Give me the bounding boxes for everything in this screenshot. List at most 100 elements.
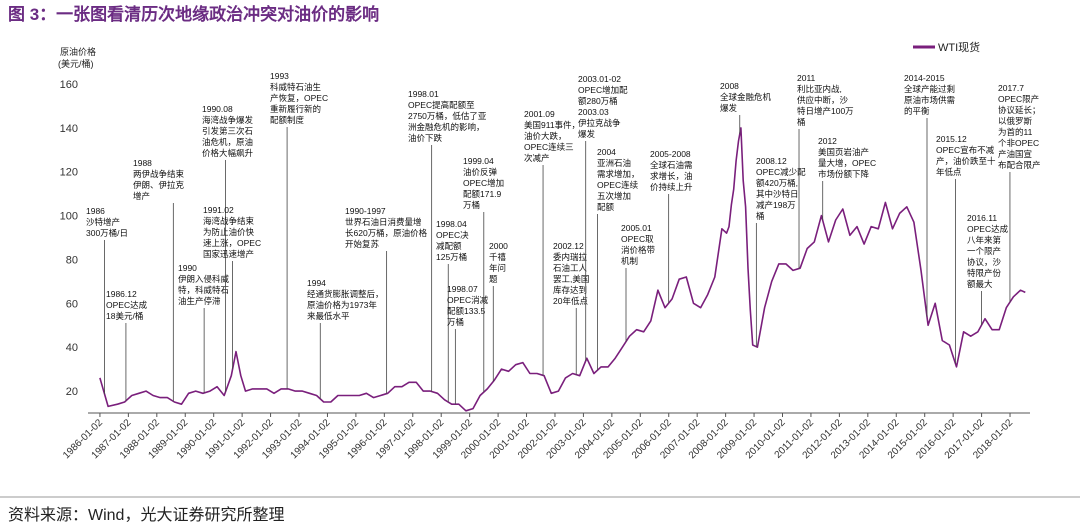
annotation-text: 伊拉克战争 bbox=[578, 118, 621, 128]
annotation-text: 300万桶/日 bbox=[86, 228, 128, 238]
annotation-text: 2000 bbox=[489, 241, 508, 251]
annotation-text: 国家迅速增产 bbox=[203, 249, 254, 259]
annotation-text: 2001.09 bbox=[524, 109, 555, 119]
annotation-text: 1990.08 bbox=[202, 104, 233, 114]
y-tick-label: 20 bbox=[66, 386, 78, 398]
annotation-text: 委内瑞拉 bbox=[553, 252, 588, 262]
annotation-text: 开始复苏 bbox=[345, 239, 380, 249]
annotation-text: 1986 bbox=[86, 206, 105, 216]
annotation-text: 五次增加 bbox=[597, 191, 631, 201]
annotation-text: 万桶 bbox=[447, 317, 464, 327]
annotation-text: 美国页岩油产 bbox=[818, 147, 869, 157]
annotation-text: OPEC消减 bbox=[447, 295, 489, 305]
y-tick-label: 120 bbox=[60, 167, 78, 179]
annotation-text: 全球产能过剩 bbox=[904, 84, 955, 94]
annotation-text: 额420万桶, bbox=[756, 178, 798, 188]
annotation-text: 1990-1997 bbox=[345, 206, 386, 216]
annotation-text: 一个限产 bbox=[967, 246, 1001, 256]
annotation-text: 年低点 bbox=[936, 167, 962, 177]
annotation-text: 两伊战争结束 bbox=[133, 169, 185, 179]
annotation-text: OPEC限产 bbox=[998, 94, 1039, 104]
annotation-text: 1993 bbox=[270, 71, 289, 81]
annotation-text: 油价反弹 bbox=[463, 167, 498, 177]
annotation-text: 2012 bbox=[818, 136, 837, 146]
annotation-text: 沙特增产 bbox=[86, 217, 120, 227]
annotation-text: 消价格带 bbox=[621, 245, 656, 255]
legend-label: WTI现货 bbox=[938, 40, 980, 54]
annotation-text: 桶 bbox=[797, 117, 806, 127]
annotation-text: 年问 bbox=[489, 263, 506, 273]
annotation-text: OPEC连续三 bbox=[524, 142, 574, 152]
annotation-text: 机制 bbox=[621, 256, 638, 266]
annotation-text: 库存达到 bbox=[553, 285, 587, 295]
annotation-text: 2008 bbox=[720, 81, 739, 91]
annotation-text: 布配合限产 bbox=[998, 160, 1041, 170]
annotation-text: 海湾战争结束 bbox=[203, 216, 255, 226]
annotation-text: 2005.01 bbox=[621, 223, 652, 233]
annotation-text: 市场份额下降 bbox=[818, 169, 870, 179]
annotation-text: 爆发 bbox=[578, 129, 596, 139]
annotation-text: 需求增加， bbox=[597, 169, 640, 179]
annotation-text: 长620万桶，原油价格 bbox=[345, 228, 428, 238]
annotation-text: 原油市场供需 bbox=[904, 95, 955, 105]
annotation-text: 题 bbox=[489, 274, 498, 284]
annotation-text: 罢工,美国 bbox=[553, 274, 589, 284]
annotation-text: 价持续上升 bbox=[650, 182, 693, 192]
annotation-text: 经通货膨胀调整后， bbox=[307, 289, 384, 299]
annotation-text: 2015.12 bbox=[936, 134, 967, 144]
annotation-text: 2003.01-02 bbox=[578, 74, 621, 84]
annotation-text: 协议，沙 bbox=[967, 257, 1002, 267]
annotation-text: 特，科威特石 bbox=[178, 285, 229, 295]
annotation-text: 125万桶 bbox=[436, 252, 467, 262]
annotation-text: 伊朗、伊拉克 bbox=[133, 180, 185, 190]
annotation-text: 2008.12 bbox=[756, 156, 787, 166]
annotation-text: 其中沙特日 bbox=[756, 189, 799, 199]
annotation-text: 20年低点 bbox=[553, 296, 588, 306]
annotation-text: 2003.03 bbox=[578, 107, 609, 117]
annotation-text: 1999.04 bbox=[463, 156, 494, 166]
annotation-text: 配额 bbox=[597, 202, 615, 212]
y-axis-label: (美元/桶) bbox=[58, 58, 94, 69]
annotation-text: 次减产 bbox=[524, 153, 550, 163]
annotation-text: 石油工人 bbox=[553, 263, 588, 273]
annotation-text: 1998.04 bbox=[436, 219, 467, 229]
annotation-text: 全球金融危机 bbox=[720, 92, 772, 102]
y-tick-label: 140 bbox=[60, 123, 78, 135]
annotation-text: 1990 bbox=[178, 263, 197, 273]
annotation-text: 价格大幅飙升 bbox=[202, 148, 254, 158]
annotation-text: 以俄罗斯 bbox=[998, 116, 1033, 126]
annotation-text: 2750万桶，低估了亚 bbox=[408, 111, 487, 121]
annotation-text: 1998.01 bbox=[408, 89, 439, 99]
annotation-text: 万桶 bbox=[463, 200, 480, 210]
annotation-text: 配额171.9 bbox=[463, 189, 502, 199]
annotation-text: 速上涨，OPEC bbox=[203, 238, 261, 248]
annotation-text: OPEC取 bbox=[621, 234, 654, 244]
y-tick-label: 100 bbox=[60, 211, 78, 223]
annotation-text: OPEC增加配 bbox=[578, 85, 628, 95]
annotation-text: 1991.02 bbox=[203, 205, 234, 215]
annotation-text: 洲金融危机的影响， bbox=[408, 122, 485, 132]
annotation-text: 1998.07 bbox=[447, 284, 478, 294]
annotation-text: 1988 bbox=[133, 158, 152, 168]
annotation-text: 的平衡 bbox=[904, 106, 930, 116]
y-axis-label: 原油价格 bbox=[60, 46, 96, 57]
y-tick-label: 40 bbox=[66, 342, 78, 354]
annotation-text: 协议延长； bbox=[998, 105, 1041, 115]
annotation-text: 2017.7 bbox=[998, 83, 1024, 93]
annotation-text: 产，油价跌至十 bbox=[936, 156, 996, 166]
annotation-text: 八年来第 bbox=[967, 235, 1002, 245]
annotation-text: 减配额 bbox=[436, 241, 462, 251]
annotation-text: 供应中断，沙 bbox=[797, 95, 849, 105]
annotation-text: 海湾战争爆发 bbox=[202, 115, 254, 125]
annotation-text: 减产198万 bbox=[756, 200, 796, 210]
annotation-text: 产油国宣 bbox=[998, 149, 1032, 159]
source-note: 资料来源：Wind，光大证券研究所整理 bbox=[8, 506, 284, 524]
annotation-text: 1994 bbox=[307, 278, 326, 288]
annotation-text: 为首的11 bbox=[998, 127, 1033, 137]
annotation-text: 伊朗入侵科威 bbox=[178, 274, 230, 284]
annotation-text: OPEC连续 bbox=[597, 180, 639, 190]
annotation-text: 油价大跌， bbox=[524, 131, 567, 141]
annotation-text: OPEC决 bbox=[436, 230, 469, 240]
y-tick-label: 80 bbox=[66, 254, 78, 266]
